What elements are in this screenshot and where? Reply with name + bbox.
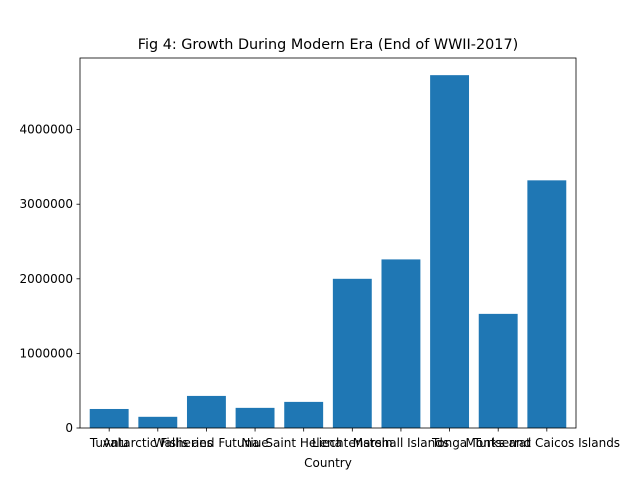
y-tick-label: 3000000 (20, 197, 73, 211)
bars-group (89, 75, 567, 428)
x-tick-label: Marshall Islands (353, 436, 449, 450)
bar-turks-and-caicos-islands (527, 180, 567, 428)
bar-liechtenstein (332, 278, 372, 428)
x-tick-label: Wallis and Futuna (153, 436, 259, 450)
y-tick-label: 0 (65, 421, 73, 435)
x-tick-label: Antarctic Fisheries (103, 436, 213, 450)
x-tick-label: Turks and Caicos Islands (473, 436, 620, 450)
bar-marshall-islands (381, 259, 421, 428)
bar-niue (235, 407, 275, 428)
y-axis: 0 1000000 2000000 3000000 4000000 (20, 123, 80, 435)
plot-frame (79, 57, 577, 429)
x-tick-label: Liechtenstein (312, 436, 393, 450)
chart-title: Fig 4: Growth During Modern Era (End of … (138, 37, 518, 53)
x-tick-label: Tonga (431, 436, 467, 450)
y-tick-label: 2000000 (20, 272, 73, 286)
bar-tonga (430, 75, 470, 428)
x-tick-label: Montserrat (466, 436, 532, 450)
x-tick-label: Saint Helena (265, 436, 342, 450)
bar-wallis-and-futuna (186, 395, 226, 428)
y-tick-label: 4000000 (20, 123, 73, 137)
bar-antarctic-fisheries (138, 416, 178, 428)
x-axis-label: Country (304, 456, 352, 470)
bar-montserrat (478, 313, 518, 428)
bar-tuvalu (89, 408, 129, 428)
x-tick-label: Tuvalu (89, 436, 129, 450)
bar-saint-helena (284, 401, 324, 428)
x-tick-label: Niue (241, 436, 268, 450)
y-tick-label: 1000000 (20, 346, 73, 360)
